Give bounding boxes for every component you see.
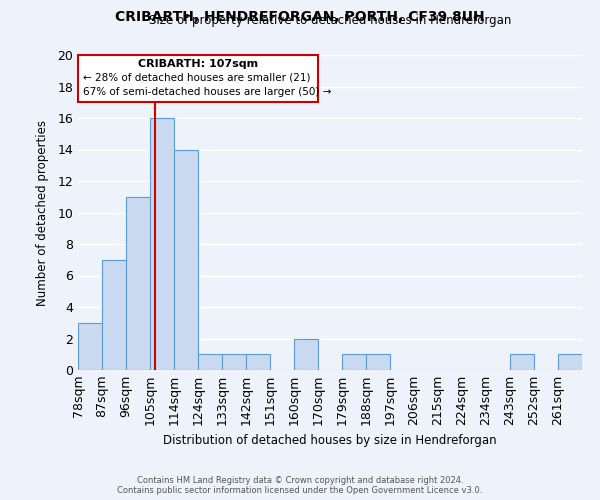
Bar — [342, 354, 366, 370]
Bar — [222, 354, 246, 370]
Y-axis label: Number of detached properties: Number of detached properties — [36, 120, 49, 306]
Text: CRIBARTH, HENDREFORGAN, PORTH, CF39 8UH: CRIBARTH, HENDREFORGAN, PORTH, CF39 8UH — [115, 10, 485, 24]
Title: Size of property relative to detached houses in Hendreforgan: Size of property relative to detached ho… — [149, 14, 511, 28]
Bar — [198, 354, 222, 370]
Bar — [558, 354, 582, 370]
Bar — [366, 354, 390, 370]
Text: ← 28% of detached houses are smaller (21): ← 28% of detached houses are smaller (21… — [83, 73, 311, 83]
Bar — [102, 260, 126, 370]
Text: Contains HM Land Registry data © Crown copyright and database right 2024.
Contai: Contains HM Land Registry data © Crown c… — [118, 476, 482, 495]
Bar — [510, 354, 534, 370]
Bar — [78, 323, 102, 370]
Bar — [150, 118, 174, 370]
Text: CRIBARTH: 107sqm: CRIBARTH: 107sqm — [138, 58, 258, 68]
Bar — [126, 196, 150, 370]
Bar — [294, 338, 318, 370]
Text: 67% of semi-detached houses are larger (50) →: 67% of semi-detached houses are larger (… — [83, 87, 332, 97]
Bar — [246, 354, 270, 370]
FancyBboxPatch shape — [78, 55, 318, 102]
Bar — [174, 150, 198, 370]
X-axis label: Distribution of detached houses by size in Hendreforgan: Distribution of detached houses by size … — [163, 434, 497, 446]
